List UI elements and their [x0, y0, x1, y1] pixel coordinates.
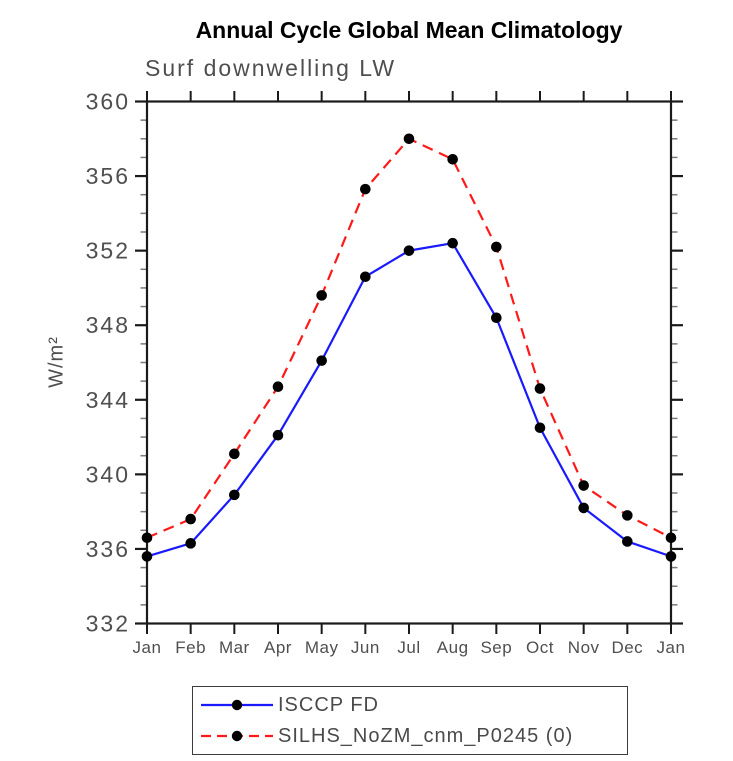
month-label: Jan: [657, 638, 686, 657]
data-point-marker-1: [272, 381, 284, 393]
y-tick-label: 348: [86, 312, 130, 338]
legend-row-silhs: SILHS_NoZM_cnm_P0245 (0): [198, 721, 627, 752]
data-point-marker-1: [534, 383, 546, 394]
data-point-marker-0: [534, 422, 546, 434]
legend-marker-sample-0: [231, 699, 243, 711]
series-line-0: [146, 242, 672, 558]
y-tick-label: 356: [86, 163, 130, 189]
data-point-marker-1: [578, 480, 589, 491]
month-label: Feb: [175, 638, 206, 657]
legend-box: ISCCP FD SILHS_NoZM_cnm_P0245 (0): [192, 686, 628, 755]
month-label: May: [305, 638, 339, 657]
month-label: Nov: [568, 638, 600, 657]
data-point-marker-1: [185, 513, 196, 525]
plot-border: [145, 100, 673, 625]
data-point-marker-1: [141, 532, 153, 544]
chart-subtitle: Surf downwelling LW: [145, 55, 397, 81]
data-point-marker-0: [141, 551, 153, 562]
data-point-marker-1: [316, 290, 327, 301]
data-point-marker-0: [316, 355, 327, 366]
legend-swatch-silhs: [201, 730, 273, 742]
data-point-marker-0: [229, 489, 240, 501]
month-label: Jan: [133, 638, 162, 657]
data-point-marker-1: [229, 448, 240, 460]
month-label: Apr: [264, 638, 292, 657]
y-tick-label: 332: [86, 611, 130, 637]
data-point-marker-1: [403, 133, 415, 145]
y-tick-label: 336: [86, 536, 130, 562]
month-label: Sep: [480, 638, 512, 657]
month-label: Dec: [611, 638, 643, 657]
data-point-marker-0: [622, 536, 633, 547]
data-point-marker-0: [272, 429, 284, 441]
legend-marker-sample-1: [231, 730, 243, 742]
y-tick-label: 340: [86, 461, 130, 487]
data-point-marker-0: [360, 271, 371, 283]
month-label: Jul: [397, 638, 420, 657]
month-label: Aug: [437, 638, 469, 657]
legend-label-isccp: ISCCP FD: [278, 693, 379, 716]
month-label: Jun: [351, 638, 380, 657]
data-point-marker-0: [665, 551, 677, 562]
data-point-marker-0: [185, 538, 196, 549]
legend-swatch-isccp: [201, 699, 273, 711]
data-point-marker-1: [491, 241, 502, 253]
data-point-marker-1: [447, 153, 458, 165]
data-point-marker-1: [665, 532, 677, 544]
legend-label-silhs: SILHS_NoZM_cnm_P0245 (0): [278, 724, 574, 747]
data-point-marker-1: [622, 510, 633, 521]
month-label: Oct: [526, 638, 554, 657]
month-label: Mar: [219, 638, 250, 657]
data-point-marker-1: [360, 183, 371, 195]
data-point-marker-0: [447, 237, 458, 249]
legend-row-isccp: ISCCP FD: [198, 690, 627, 721]
series-line-1: [146, 137, 672, 539]
y-tick-label: 360: [86, 89, 130, 115]
chart-title: Annual Cycle Global Mean Climatology: [195, 17, 623, 43]
y-tick-label: 352: [86, 238, 130, 264]
data-point-marker-0: [578, 502, 589, 514]
data-point-marker-0: [491, 312, 502, 324]
data-point-marker-0: [403, 245, 415, 256]
y-tick-label: 344: [86, 387, 130, 413]
